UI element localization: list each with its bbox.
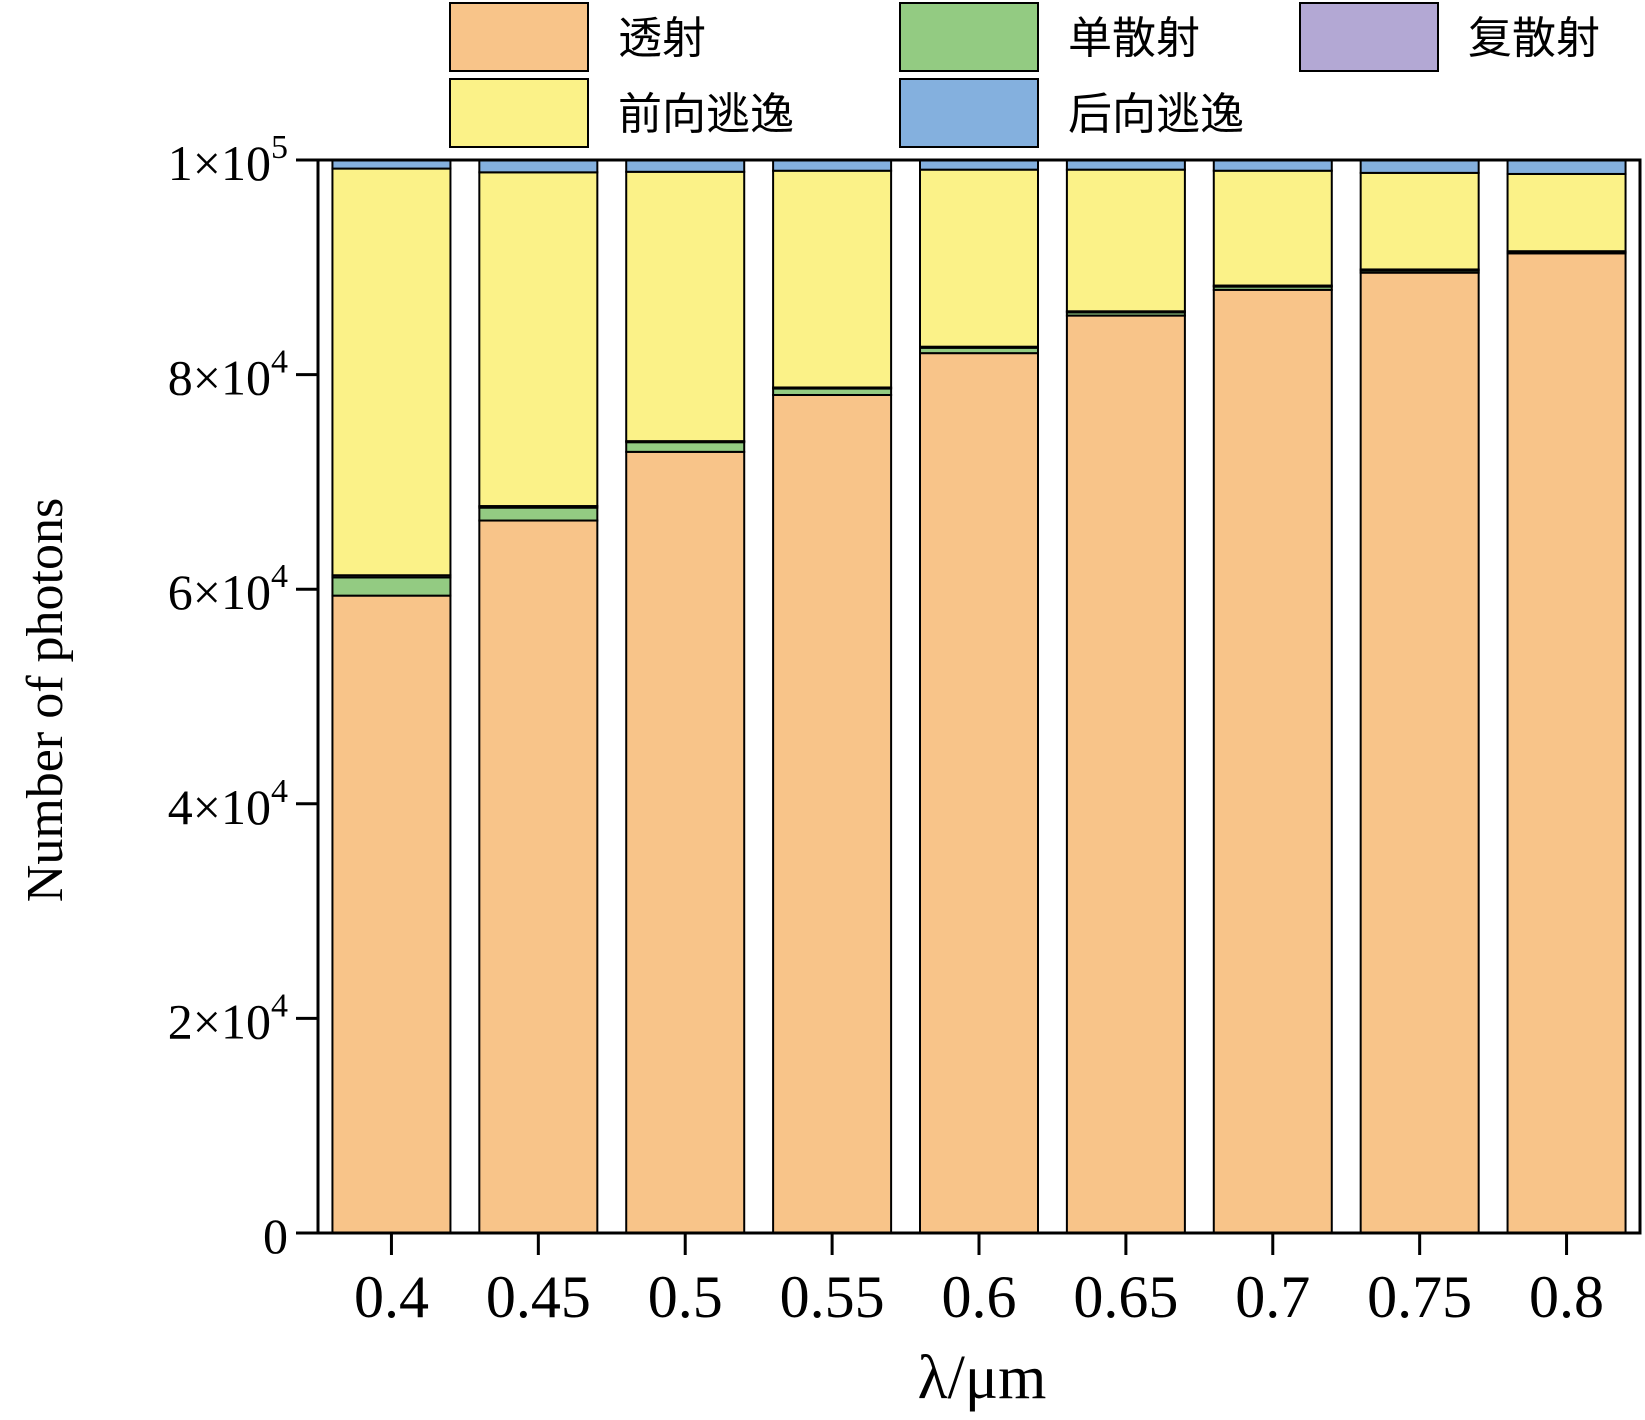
x-tick-label-0.65: 0.65 — [1073, 1264, 1178, 1330]
bar-segment-0.5-series-4 — [625, 159, 746, 173]
y-tick-label-4: 8×104 — [168, 344, 288, 406]
legend-label-0: 透射 — [618, 13, 706, 64]
y-tick-label-3: 6×104 — [168, 558, 288, 620]
bar-segment-0.45-series-4 — [478, 159, 599, 174]
legend-swatch-4 — [899, 78, 1039, 148]
bar-segment-0.45-series-3 — [478, 171, 599, 508]
axes-group: 0 2×104 4×104 6×104 8×104 1×105 0.4 0.45 0.5 0.55… — [168, 129, 1642, 1330]
bar-segment-0.65-series-3 — [1065, 168, 1186, 313]
bar-segment-0.8-series-4 — [1506, 159, 1627, 175]
x-tick-label-0.8: 0.8 — [1529, 1264, 1604, 1330]
x-axis-title: λ/μm — [918, 1344, 1047, 1412]
bars-group — [331, 159, 1627, 1235]
legend-label-3: 前向逃逸 — [618, 89, 794, 140]
bar-segment-0.75-series-3 — [1359, 171, 1480, 271]
bar-segment-0.55-series-4 — [772, 159, 893, 172]
legend-swatch-2 — [1299, 2, 1439, 72]
bar-segment-0.45-series-0 — [478, 519, 599, 1234]
bar-segment-0.6-series-0 — [919, 352, 1039, 1234]
x-tick-label-0.45: 0.45 — [486, 1264, 591, 1330]
bar-segment-0.45-series-1 — [478, 506, 599, 522]
legend-swatch-0 — [449, 2, 589, 72]
x-tick-label-0.5: 0.5 — [648, 1264, 723, 1330]
bar-segment-0.55-series-3 — [772, 169, 893, 389]
y-tick-label-5: 1×105 — [168, 129, 288, 191]
bar-segment-0.8-series-0 — [1506, 252, 1627, 1234]
bar-segment-0.8-series-3 — [1506, 172, 1627, 253]
legend-label-1: 单散射 — [1068, 13, 1200, 64]
x-tick-label-0.55: 0.55 — [780, 1264, 885, 1330]
bar-segment-0.6-series-3 — [919, 168, 1039, 348]
x-tick-label-0.7: 0.7 — [1235, 1264, 1310, 1330]
bar-segment-0.4-series-1 — [331, 576, 452, 597]
bar-segment-0.75-series-0 — [1359, 271, 1480, 1235]
legend-label-2: 复散射 — [1468, 13, 1600, 64]
bar-segment-0.5-series-1 — [625, 441, 746, 453]
bar-segment-0.55-series-0 — [772, 393, 893, 1234]
bar-segment-0.5-series-3 — [625, 170, 746, 443]
y-tick-label-0: 0 — [263, 1208, 288, 1264]
bar-segment-0.7-series-0 — [1212, 288, 1333, 1234]
bar-segment-0.7-series-4 — [1212, 159, 1333, 172]
y-tick-label-2: 4×104 — [168, 773, 288, 835]
y-axis-title: Number of photons — [17, 498, 74, 902]
y-tick-label-1: 2×104 — [168, 987, 288, 1049]
bar-segment-0.65-series-0 — [1065, 314, 1186, 1234]
bar-segment-0.4-series-3 — [331, 167, 452, 577]
x-tick-label-0.75: 0.75 — [1367, 1264, 1472, 1330]
legend-swatch-3 — [449, 78, 589, 148]
legend-label-4: 后向逃逸 — [1068, 89, 1244, 140]
bar-segment-0.7-series-3 — [1212, 169, 1333, 287]
legend-swatch-1 — [899, 2, 1039, 72]
bar-segment-0.5-series-0 — [625, 450, 746, 1234]
bar-segment-0.4-series-0 — [331, 594, 452, 1234]
bar-segment-0.75-series-4 — [1359, 159, 1480, 174]
x-tick-label-0.6: 0.6 — [942, 1264, 1017, 1330]
x-tick-label-0.4: 0.4 — [354, 1264, 429, 1330]
